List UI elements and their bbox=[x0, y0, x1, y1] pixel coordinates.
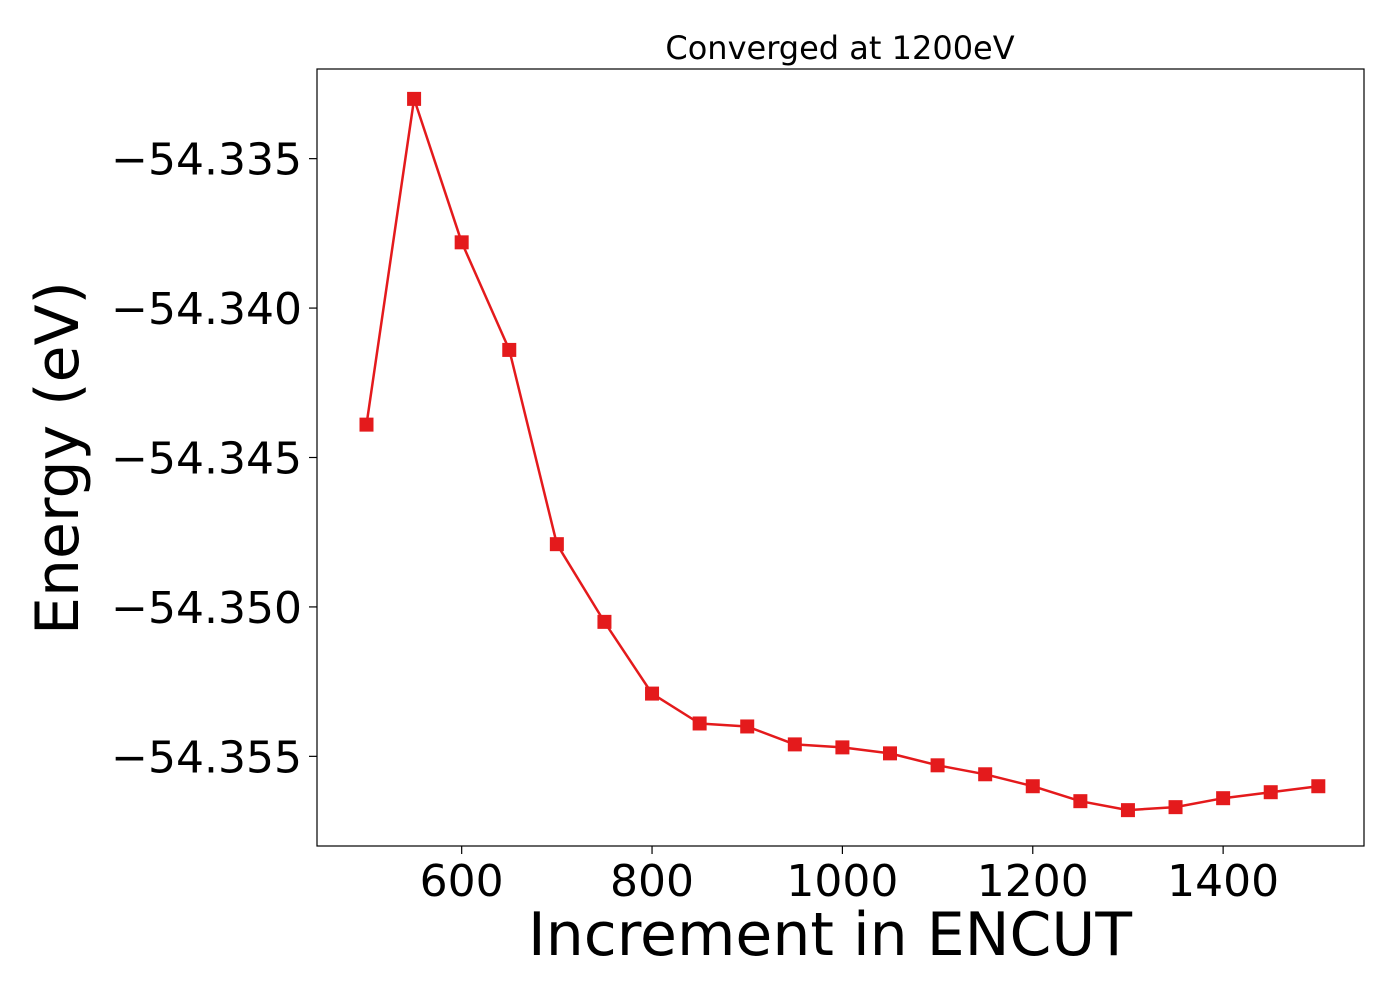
x-tick-label: 800 bbox=[610, 856, 694, 907]
x-tick-label: 600 bbox=[420, 856, 504, 907]
plot-area-frame bbox=[316, 68, 1365, 847]
y-tick-label: −54.355 bbox=[111, 732, 302, 783]
data-point-marker bbox=[1073, 794, 1088, 809]
data-point-marker bbox=[787, 737, 802, 752]
x-tick-label: 1000 bbox=[786, 856, 898, 907]
data-point-marker bbox=[597, 614, 612, 629]
data-point-marker bbox=[978, 767, 993, 782]
chart-title: Converged at 1200eV bbox=[665, 29, 1014, 67]
y-tick-label: −54.340 bbox=[111, 284, 302, 335]
data-point-marker bbox=[454, 235, 469, 250]
x-tick-label: 1200 bbox=[977, 856, 1089, 907]
data-point-marker bbox=[930, 758, 945, 773]
data-point-marker bbox=[1025, 779, 1040, 794]
data-point-marker bbox=[502, 342, 517, 357]
y-tick-label: −54.345 bbox=[111, 434, 302, 485]
data-point-marker bbox=[407, 91, 422, 106]
data-point-marker bbox=[835, 740, 850, 755]
x-tick-label: 1400 bbox=[1167, 856, 1279, 907]
series-line bbox=[365, 97, 1319, 812]
y-tick-label: −54.335 bbox=[111, 135, 302, 186]
data-point-marker bbox=[359, 417, 374, 432]
data-point-marker bbox=[1263, 785, 1278, 800]
data-point-marker bbox=[740, 719, 755, 734]
x-axis-ticks: 600 800 1000 1200 1400 bbox=[420, 846, 1279, 907]
series-layer bbox=[359, 91, 1326, 818]
y-tick-label: −54.350 bbox=[111, 583, 302, 634]
data-point-marker bbox=[1120, 803, 1135, 818]
data-point-marker bbox=[1168, 800, 1183, 815]
data-point-marker bbox=[549, 537, 564, 552]
y-axis-ticks: −54.335 −54.340 −54.345 −54.350 −54.355 bbox=[111, 135, 317, 783]
data-point-marker bbox=[645, 686, 660, 701]
data-point-marker bbox=[882, 746, 897, 761]
data-point-marker bbox=[692, 716, 707, 731]
y-axis-label: Energy (eV) bbox=[23, 281, 93, 635]
data-point-marker bbox=[1216, 791, 1231, 806]
x-axis-label: Increment in ENCUT bbox=[528, 900, 1132, 970]
data-point-marker bbox=[1311, 779, 1326, 794]
